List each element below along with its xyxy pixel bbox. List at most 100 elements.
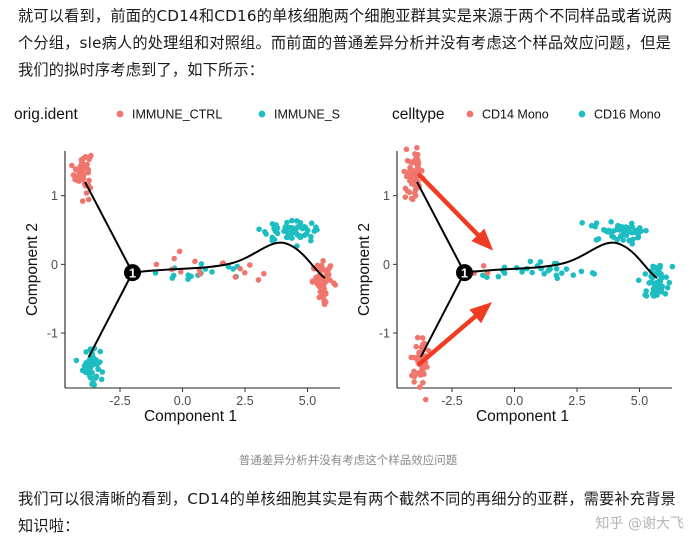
legend-swatch-1 <box>466 110 474 118</box>
data-point <box>650 285 657 292</box>
data-point <box>153 261 160 268</box>
data-point <box>97 348 103 355</box>
data-point <box>559 270 565 276</box>
data-point <box>261 270 267 277</box>
data-point <box>420 379 426 386</box>
data-point <box>501 270 508 276</box>
legend-swatch-1 <box>116 110 124 118</box>
x-tick-label: 2.5 <box>568 394 585 408</box>
figure-caption: 普通差异分析并没有考虑这个样品效应问题 <box>238 453 458 467</box>
data-point <box>406 171 413 177</box>
data-point <box>79 163 85 170</box>
data-point <box>579 220 585 226</box>
annotation-arrow-shaft <box>417 314 478 367</box>
data-point <box>72 176 78 183</box>
data-point <box>664 284 671 291</box>
data-point <box>308 233 314 240</box>
trajectory-branch-upper <box>416 181 466 274</box>
y-tick-label: -1 <box>379 327 390 341</box>
data-point <box>609 233 615 239</box>
data-point <box>80 171 87 178</box>
data-point <box>537 259 544 265</box>
data-point <box>83 190 90 196</box>
y-tick-label: -1 <box>47 327 58 341</box>
data-point <box>99 369 106 375</box>
data-point <box>311 228 318 234</box>
data-point <box>409 177 415 183</box>
watermark: 知乎 @谢大飞 <box>593 513 686 533</box>
data-point <box>247 262 253 268</box>
data-point <box>663 274 669 280</box>
data-point <box>669 263 676 270</box>
x-tick-label: -2.5 <box>441 394 463 408</box>
data-point <box>420 341 426 348</box>
data-point <box>303 230 310 237</box>
data-point <box>281 228 287 234</box>
data-point <box>262 229 268 235</box>
data-point <box>81 362 88 369</box>
data-point <box>287 224 293 231</box>
data-point <box>635 227 642 234</box>
data-point <box>642 292 648 298</box>
data-point <box>176 248 183 255</box>
x-axis-title: Component 1 <box>476 408 569 425</box>
trajectory-branch-lower <box>87 272 134 358</box>
data-point <box>617 233 624 239</box>
data-point <box>79 198 86 204</box>
data-point <box>274 230 281 237</box>
legend-title: orig.ident <box>14 106 78 123</box>
data-point <box>332 282 339 288</box>
data-point <box>403 146 410 153</box>
data-point <box>198 261 205 267</box>
data-point <box>192 258 198 265</box>
data-point <box>653 280 660 286</box>
data-point <box>232 274 239 280</box>
data-point <box>322 267 329 274</box>
data-point <box>635 277 642 284</box>
data-point <box>86 177 92 184</box>
paragraph-intro: 就可以看到，前面的CD14和CD16的单核细胞两个细胞亚群其实是来源于两个不同样… <box>18 7 673 79</box>
data-point <box>404 188 411 194</box>
data-point <box>273 222 279 228</box>
data-point <box>327 277 333 283</box>
data-point <box>593 237 600 243</box>
x-tick-label: 0.0 <box>506 394 523 408</box>
data-point <box>648 279 654 286</box>
data-point <box>85 196 92 203</box>
paragraph-followup: 我们可以很清晰的看到，CD14的单核细胞其实是有两个截然不同的再细分的亚群，需要… <box>18 490 676 535</box>
data-point <box>321 299 328 305</box>
x-tick-label: 2.5 <box>236 394 253 408</box>
data-point <box>69 162 75 169</box>
chart-panel-2: celltype CD14 Mono CD16 Mono -2.5 0.0 2.5 5.0 -… <box>356 106 676 425</box>
data-point <box>185 272 192 278</box>
data-point <box>83 368 90 374</box>
data-point <box>635 234 642 241</box>
data-point <box>401 168 408 175</box>
data-point <box>225 264 232 270</box>
data-point <box>412 190 418 197</box>
data-point <box>495 273 502 280</box>
x-axis-title: Component 1 <box>144 408 237 425</box>
data-point <box>286 231 292 237</box>
annotation-arrow-head <box>469 302 492 324</box>
data-point <box>73 357 80 364</box>
x-tick-label: -2.5 <box>109 394 131 408</box>
data-point <box>83 349 89 355</box>
data-point <box>170 272 177 279</box>
data-point <box>294 225 301 231</box>
data-point <box>255 277 262 283</box>
data-point <box>650 291 656 298</box>
data-point <box>412 151 418 157</box>
branch-node-label: 1 <box>461 265 468 280</box>
data-point <box>656 269 663 276</box>
data-point <box>171 255 177 262</box>
annotation-arrow-head <box>471 228 494 251</box>
data-point <box>421 371 427 377</box>
data-point <box>642 271 649 277</box>
data-point <box>480 263 487 269</box>
legend-title: celltype <box>392 106 445 123</box>
trajectory-figure: orig.ident IMMUNE_CTRL IMMUNE_S -2.5 0.0 2.5 5… <box>14 106 676 425</box>
data-point <box>425 347 432 354</box>
data-point <box>256 226 262 232</box>
data-point <box>666 279 673 286</box>
